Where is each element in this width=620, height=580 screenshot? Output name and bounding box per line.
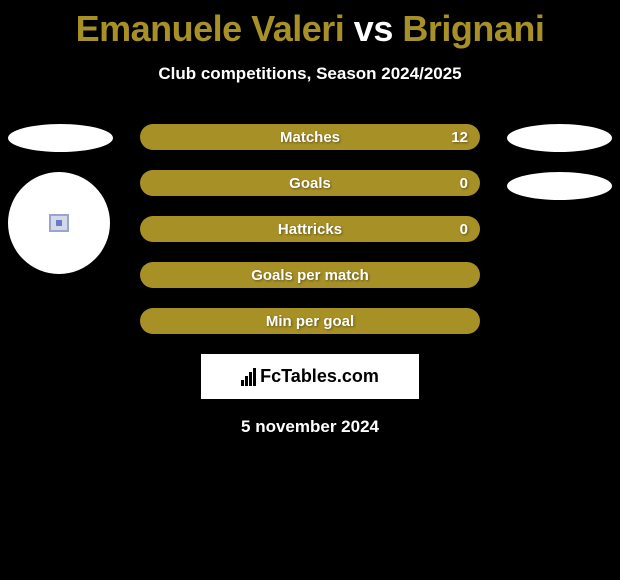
stat-label: Goals per match (251, 267, 369, 284)
date-text: 5 november 2024 (0, 417, 620, 437)
stat-row-matches: Matches 12 (140, 124, 480, 150)
logo-bars-icon (241, 368, 256, 386)
stat-row-goals: Goals 0 (140, 170, 480, 196)
player-left-avatar (8, 124, 113, 274)
page-title: Emanuele Valeri vs Brignani (0, 0, 620, 50)
stat-row-min-per-goal: Min per goal (140, 308, 480, 334)
player-right-avatar (507, 124, 612, 200)
stat-label: Goals (289, 175, 331, 192)
comparison-section: Matches 12 Goals 0 Hattricks 0 Goals per… (0, 124, 620, 334)
player-left-circle (8, 172, 110, 274)
player-left-oval (8, 124, 113, 152)
stat-rows: Matches 12 Goals 0 Hattricks 0 Goals per… (140, 124, 480, 334)
stat-row-hattricks: Hattricks 0 (140, 216, 480, 242)
stat-label: Hattricks (278, 221, 342, 238)
stat-value: 12 (451, 129, 468, 146)
title-player1: Emanuele Valeri (76, 8, 345, 49)
badge-inner (56, 220, 62, 226)
stat-row-goals-per-match: Goals per match (140, 262, 480, 288)
stat-value: 0 (460, 221, 468, 238)
logo-box[interactable]: FcTables.com (201, 354, 419, 399)
player-right-oval-2 (507, 172, 612, 200)
stat-value: 0 (460, 175, 468, 192)
logo-text: FcTables.com (260, 366, 379, 387)
subtitle: Club competitions, Season 2024/2025 (0, 64, 620, 84)
placeholder-badge (49, 214, 69, 232)
player-right-oval-1 (507, 124, 612, 152)
stat-label: Matches (280, 129, 340, 146)
title-vs: vs (354, 8, 393, 49)
title-player2: Brignani (402, 8, 544, 49)
stat-label: Min per goal (266, 313, 354, 330)
